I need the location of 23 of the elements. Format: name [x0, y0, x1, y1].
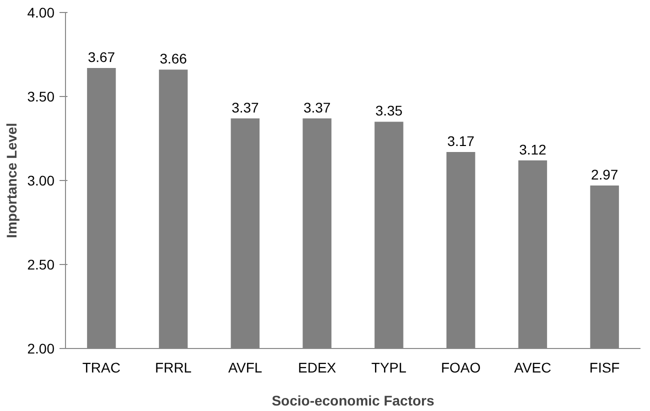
x-axis-title: Socio-economic Factors: [272, 392, 435, 408]
y-tick-label: 4.00: [27, 4, 55, 20]
x-tick-label: FOAO: [440, 360, 481, 376]
data-label: 3.37: [303, 99, 331, 116]
data-label: 3.17: [447, 132, 475, 149]
x-tick-label: FRRL: [155, 360, 192, 376]
y-axis-title: Importance Level: [3, 122, 20, 238]
y-tick-label: 2.50: [27, 256, 55, 272]
data-label: 3.12: [519, 141, 547, 158]
data-label: 3.35: [375, 102, 403, 119]
x-tick-label: FISF: [589, 360, 620, 376]
x-tick-label: EDEX: [298, 360, 337, 376]
data-label: 3.67: [88, 48, 116, 65]
data-label: 3.66: [160, 50, 188, 67]
x-tick-label: AVFL: [228, 360, 262, 376]
x-tick-label: AVEC: [514, 360, 552, 376]
x-tick-label: TYPL: [371, 360, 407, 376]
y-tick-label: 2.00: [27, 340, 55, 356]
x-tick-label: TRAC: [82, 360, 121, 376]
data-label: 2.97: [590, 166, 618, 183]
y-tick-label: 3.50: [27, 88, 55, 104]
data-label: 3.37: [232, 99, 260, 116]
y-tick-label: 3.00: [27, 172, 55, 188]
